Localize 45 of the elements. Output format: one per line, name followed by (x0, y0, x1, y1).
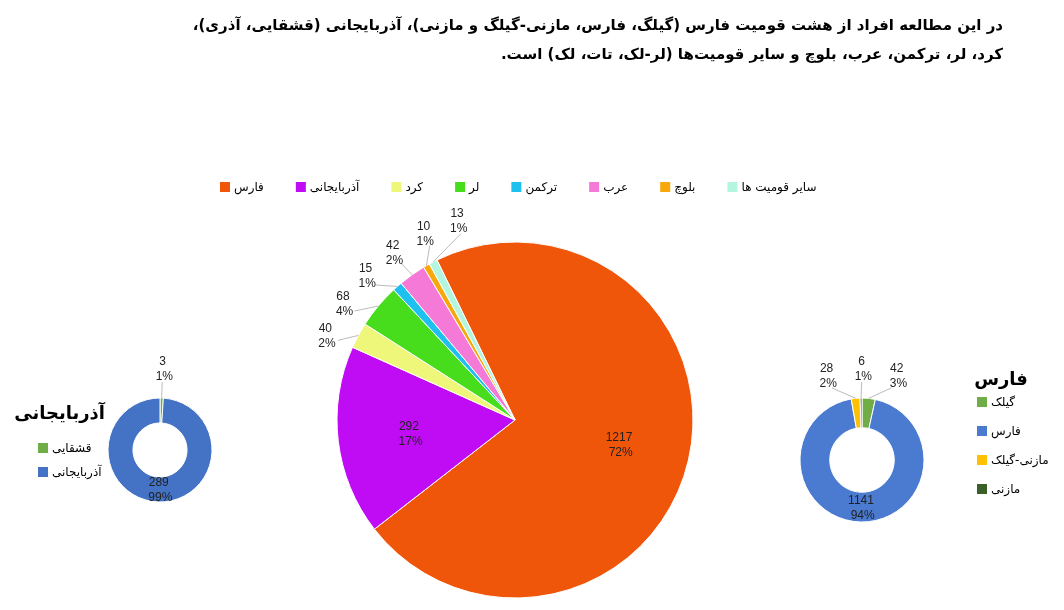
legend-item: فارس (220, 180, 264, 194)
data-label: 40 2% (318, 320, 336, 350)
legend-item: مازنی (977, 482, 1021, 496)
legend-item: مازنی-گیلک (977, 453, 1049, 467)
legend-item: عرب (589, 180, 629, 194)
legend-label: کرد (405, 180, 424, 195)
data-label: 6 1% (854, 354, 873, 383)
legend-label: مازنی-گیلک (991, 453, 1049, 468)
legend-label: آذربایجانی (52, 464, 103, 480)
legend-label: بلوچ (674, 180, 696, 195)
text: فارس (974, 368, 1028, 389)
data-label: 42 2% (385, 237, 404, 267)
legend-item: آذربایجانی (295, 180, 360, 194)
data-label: 289 99% (148, 475, 173, 505)
data-label: 13 1% (450, 206, 468, 236)
legend-item: ترکمن (511, 180, 558, 194)
data-label: 1217 72% (605, 430, 633, 460)
legend-label: عرب (603, 180, 629, 195)
data-label: 68 4% (335, 289, 354, 319)
data-label: 3 1% (155, 354, 173, 384)
legend-item: آذربایجانی (38, 465, 102, 479)
chart-title: در این مطالعه افراد از هشت قومیت فارس (گیلگ، فارس، مازنی-گیلگ و مازنی)، آذربایجانی (قشقایی، آذری)، کرد، لر، ترکمن، عرب، بلوچ و سایر قومیت‌ها (لر-لک، تات، لک) است. (192, 16, 1004, 63)
legend-item: فارس (977, 424, 1021, 438)
legend-label: لر (468, 180, 480, 195)
legend-item: قشقایی (38, 441, 92, 455)
data-label: 1141 94% (848, 493, 875, 523)
data-label: 292 17% (398, 418, 423, 448)
legend-item: لر (455, 180, 480, 194)
legend-label: ترکمن (525, 180, 558, 195)
data-label: 15 1% (358, 261, 376, 291)
data-label: 10 1% (416, 219, 434, 249)
legend-label: مازنی (991, 482, 1021, 497)
data-label: 28 2% (819, 361, 837, 391)
legend-item: گیلک (977, 395, 1016, 409)
data-label: 42 3% (889, 360, 908, 390)
legend-label: گیلک (991, 395, 1016, 409)
legend-label: سایر قومیت ها (741, 180, 817, 195)
text: آذربایجانی (14, 401, 106, 423)
legend-label: آذربایجانی (309, 179, 361, 195)
legend-item: بلوچ (660, 180, 696, 194)
legend-label: فارس (234, 180, 264, 195)
legend-label: فارس (991, 424, 1021, 439)
legend-item: کرد (391, 180, 424, 194)
legend-label: قشقایی (52, 441, 92, 455)
legend-item: سایر قومیت ها (727, 180, 817, 194)
